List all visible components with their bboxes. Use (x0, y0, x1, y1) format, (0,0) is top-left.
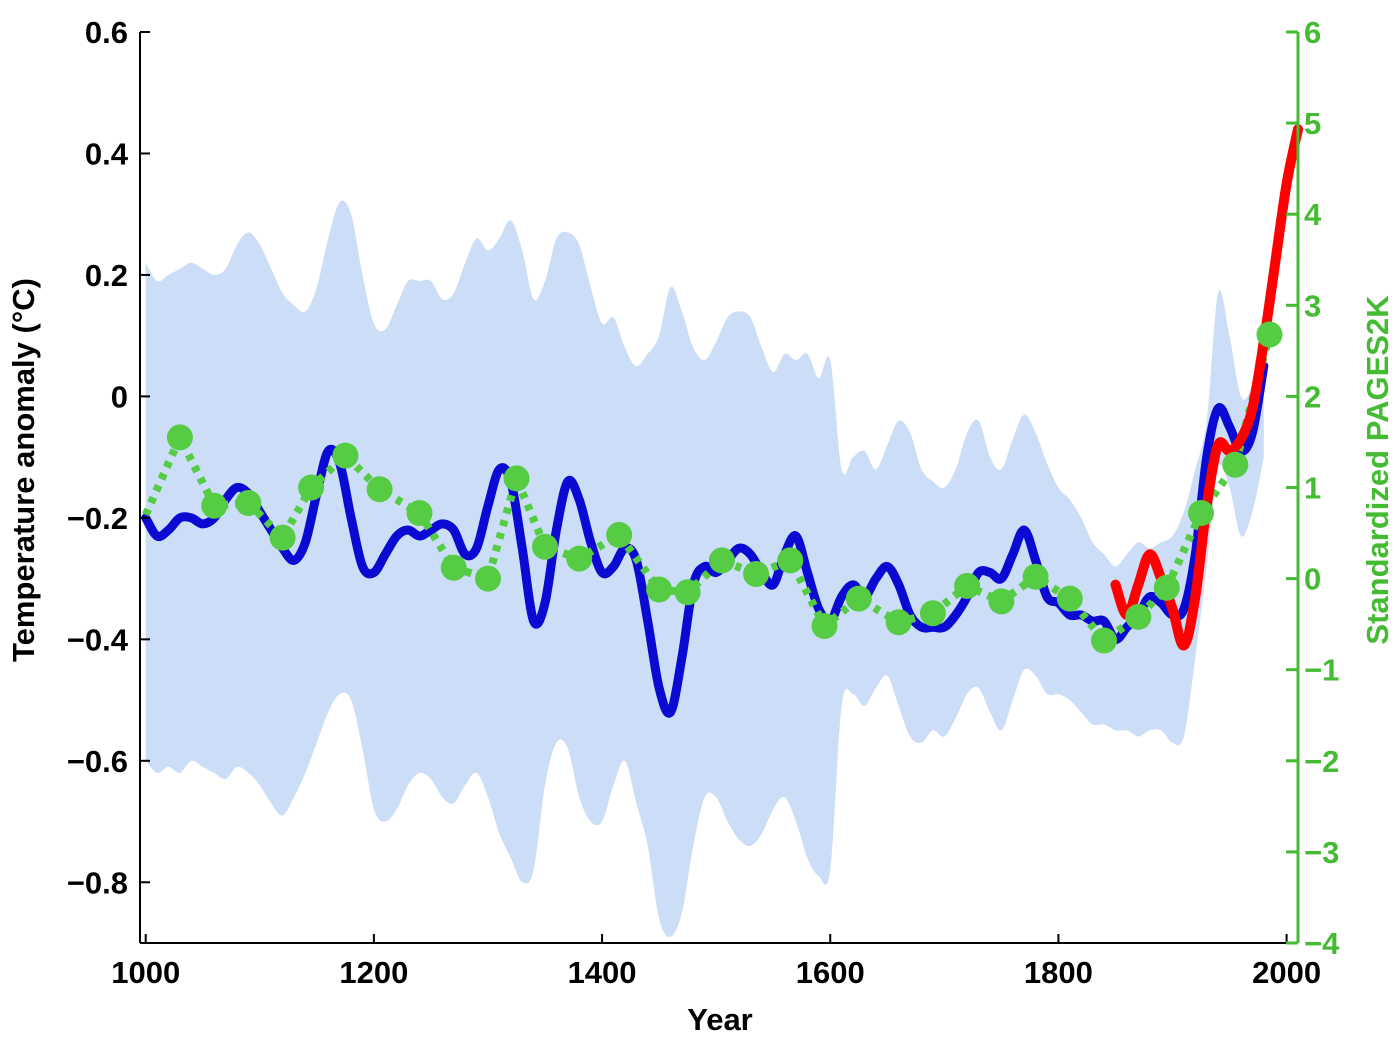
y2-tick-label: 1 (1304, 471, 1321, 506)
pages2k-point (1125, 603, 1152, 630)
y2-axis-title: Standardized PAGES2K (1360, 295, 1395, 645)
y-tick-label: 0.4 (85, 136, 129, 171)
y-tick-label: 0 (111, 379, 128, 414)
pages2k-point (332, 442, 359, 469)
y-axis-title: Temperature anomaly (°C) (6, 278, 41, 662)
pages2k-point (475, 565, 501, 592)
x-axis-title: Year (687, 1002, 753, 1037)
pages2k-point (440, 554, 467, 581)
pages2k-point (166, 424, 193, 451)
y-tick-label: 0.2 (85, 258, 128, 293)
pages2k-point (298, 474, 325, 501)
y2-tick-label: 0 (1304, 562, 1321, 597)
y2-tick-label: 4 (1304, 197, 1322, 232)
y2-tick-label: 6 (1304, 15, 1321, 50)
x-tick-label: 1800 (1024, 955, 1093, 990)
y2-tick-label: −2 (1304, 744, 1339, 779)
x-tick-label: 2000 (1252, 955, 1321, 990)
pages2k-point (1153, 574, 1180, 601)
y2-tick-label: −3 (1304, 835, 1339, 870)
x-tick-label: 1600 (796, 955, 865, 990)
x-tick-label: 1000 (111, 955, 180, 990)
pages2k-point (674, 579, 701, 606)
pages2k-point (919, 600, 946, 627)
y2-tick-label: −4 (1304, 926, 1340, 961)
y2-tick-label: 3 (1304, 288, 1321, 323)
pages2k-point (1256, 321, 1283, 348)
pages2k-point (269, 524, 296, 551)
pages2k-point (566, 545, 593, 572)
pages2k-line (142, 333, 1274, 645)
y2-tick-label: −1 (1304, 653, 1339, 688)
x-tick-label: 1400 (568, 955, 637, 990)
pages2k-point (811, 613, 838, 639)
pages2k-point (235, 490, 262, 516)
pages2k-point (606, 521, 633, 548)
pages2k-point (1022, 563, 1049, 590)
axes: 1000 1200 1400 1600 1800 2000 0.6 0.4 0.2 0 −0.2 −0… (67, 15, 1340, 990)
pages2k-point (503, 465, 530, 492)
pages2k-point (646, 576, 673, 603)
pages2k-point (532, 533, 558, 560)
pages2k-point (406, 500, 433, 526)
pages2k-point (885, 609, 912, 636)
x-tick-label: 1200 (339, 955, 408, 990)
y-tick-label: −0.6 (67, 744, 128, 779)
pages2k-point (988, 588, 1015, 615)
pages2k-point (777, 547, 804, 574)
y2-tick-label: 5 (1304, 106, 1321, 141)
pages2k-point (1222, 451, 1249, 478)
pages2k-point (1056, 585, 1083, 612)
pages2k-point (201, 492, 228, 519)
pages2k-point (845, 585, 872, 612)
y2-tick-label: 2 (1304, 379, 1321, 414)
pages2k-point (708, 547, 735, 574)
y-tick-label: −0.4 (67, 622, 129, 657)
plot-area (141, 124, 1303, 938)
y-tick-label: −0.2 (67, 501, 128, 536)
pages2k-point (954, 572, 981, 599)
pages2k-point (366, 476, 393, 503)
y-tick-label: −0.8 (67, 865, 128, 900)
y-tick-label: 0.6 (85, 15, 128, 50)
instrumental-line (1110, 124, 1303, 651)
pages2k-point (743, 561, 770, 587)
pages2k-point (1188, 500, 1214, 526)
pages2k-point (1091, 627, 1117, 654)
